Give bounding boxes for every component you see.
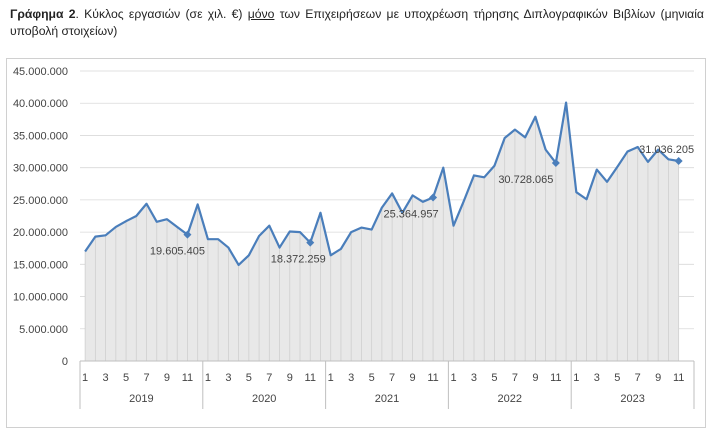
caption-label: Γράφημα 2 <box>10 7 76 21</box>
y-tick-label: 25.000.000 <box>13 195 68 207</box>
x-tick-label: 1 <box>573 372 579 384</box>
caption-text-after: των Επιχειρήσεων με υποχρέωση τήρησης Δι… <box>10 7 704 38</box>
series-line-path <box>84 101 679 267</box>
data-point-marker <box>306 238 315 247</box>
y-tick-label: 40.000.000 <box>13 98 68 110</box>
data-label: 25.364.957 <box>384 209 439 221</box>
x-tick-label: 7 <box>635 372 641 384</box>
annotations: 19.605.405 18.372.259 25.364.957 30.728.065… <box>150 144 694 266</box>
data-label: 31.036.205 <box>639 144 694 156</box>
x-tick-label: 5 <box>123 372 129 384</box>
x-tick-label: 1 <box>450 372 456 384</box>
caption-text-before: . Κύκλος εργασιών (σε χιλ. €) <box>75 7 248 21</box>
x-tick-label: 11 <box>550 372 561 384</box>
year-label: 2019 <box>129 393 153 405</box>
x-tick-label: 3 <box>594 372 600 384</box>
series-line <box>84 101 679 267</box>
x-tick-label: 1 <box>205 372 211 384</box>
x-tick-label: 5 <box>246 372 252 384</box>
x-tick-label: 9 <box>287 372 293 384</box>
x-tick-label: 7 <box>512 372 518 384</box>
x-tick-label: 11 <box>673 372 684 384</box>
data-point-marker <box>429 193 438 202</box>
x-tick-label: 1 <box>82 372 88 384</box>
y-tick-label: 35.000.000 <box>13 130 68 142</box>
x-tick-label: 7 <box>143 372 149 384</box>
x-tick-label: 5 <box>491 372 497 384</box>
x-tick-label: 9 <box>655 372 661 384</box>
caption-emphasis: μόνο <box>247 7 275 21</box>
y-tick-label: 0 <box>62 356 68 368</box>
y-tick-label: 10.000.000 <box>13 292 68 304</box>
x-tick-label: 11 <box>427 372 438 384</box>
x-tick-label: 7 <box>389 372 395 384</box>
x-tick-label: 3 <box>471 372 477 384</box>
year-label: 2023 <box>620 393 644 405</box>
y-tick-label: 45.000.000 <box>13 66 68 78</box>
data-point-marker <box>551 158 560 167</box>
y-tick-label: 30.000.000 <box>13 163 68 175</box>
data-label: 30.728.065 <box>498 174 553 186</box>
year-label: 2021 <box>375 393 399 405</box>
x-tick-label: 9 <box>410 372 416 384</box>
y-tick-label: 15.000.000 <box>13 259 68 271</box>
x-tick-label: 11 <box>182 372 193 384</box>
y-tick-label: 5.000.000 <box>19 324 68 336</box>
x-tick-label: 5 <box>369 372 375 384</box>
x-tick-label: 11 <box>305 372 316 384</box>
chart-caption: Γράφημα 2. Κύκλος εργασιών (σε χιλ. €) μ… <box>10 6 704 40</box>
data-point-marker <box>674 156 683 165</box>
year-label: 2020 <box>252 393 276 405</box>
area-fill <box>84 102 680 361</box>
x-tick-label: 5 <box>614 372 620 384</box>
x-tick-label: 1 <box>328 372 334 384</box>
x-tick-label: 3 <box>225 372 231 384</box>
data-label: 18.372.259 <box>271 254 326 266</box>
chart-frame <box>6 58 706 428</box>
y-tick-label: 20.000.000 <box>13 227 68 239</box>
y-axis: 0 5.000.000 10.000.000 15.000.000 20.000.000… <box>13 66 68 368</box>
year-label: 2022 <box>498 393 522 405</box>
x-tick-label: 9 <box>532 372 538 384</box>
x-tick-label: 3 <box>103 372 109 384</box>
x-tick-label: 7 <box>266 372 272 384</box>
data-point-marker <box>183 230 192 239</box>
x-tick-label: 3 <box>348 372 354 384</box>
x-tick-label: 9 <box>164 372 170 384</box>
data-label: 19.605.405 <box>150 246 205 258</box>
